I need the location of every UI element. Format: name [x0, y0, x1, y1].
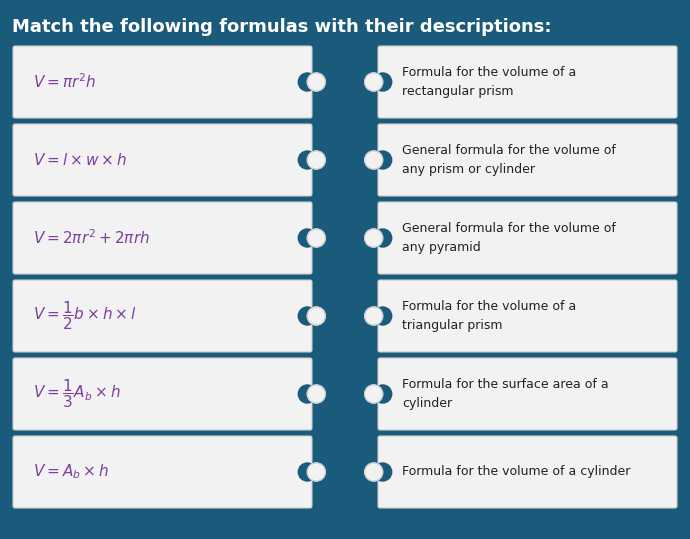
- Circle shape: [298, 463, 316, 481]
- Circle shape: [298, 307, 316, 325]
- Text: General formula for the volume of
any prism or cylinder: General formula for the volume of any pr…: [402, 144, 616, 176]
- FancyBboxPatch shape: [13, 280, 312, 352]
- Circle shape: [374, 73, 392, 91]
- Circle shape: [307, 307, 325, 325]
- FancyBboxPatch shape: [13, 202, 312, 274]
- Text: $V = \pi r^2 h$: $V = \pi r^2 h$: [33, 73, 97, 91]
- Circle shape: [365, 73, 383, 91]
- FancyBboxPatch shape: [378, 124, 677, 196]
- Circle shape: [374, 307, 392, 325]
- Circle shape: [298, 73, 316, 91]
- FancyBboxPatch shape: [378, 46, 677, 118]
- Text: $V = l \times w \times h$: $V = l \times w \times h$: [33, 152, 127, 168]
- Circle shape: [374, 463, 392, 481]
- FancyBboxPatch shape: [378, 202, 677, 274]
- FancyBboxPatch shape: [378, 358, 677, 430]
- Text: General formula for the volume of
any pyramid: General formula for the volume of any py…: [402, 223, 616, 253]
- Text: Formula for the surface area of a
cylinder: Formula for the surface area of a cylind…: [402, 378, 609, 410]
- Circle shape: [298, 151, 316, 169]
- Text: $V = \dfrac{1}{3} A_b \times h$: $V = \dfrac{1}{3} A_b \times h$: [33, 378, 121, 410]
- FancyBboxPatch shape: [13, 436, 312, 508]
- Text: Formula for the volume of a
triangular prism: Formula for the volume of a triangular p…: [402, 301, 576, 331]
- Circle shape: [365, 463, 383, 481]
- Circle shape: [307, 385, 325, 403]
- Circle shape: [298, 385, 316, 403]
- FancyBboxPatch shape: [378, 436, 677, 508]
- FancyBboxPatch shape: [13, 46, 312, 118]
- Circle shape: [374, 151, 392, 169]
- Text: $V = \dfrac{1}{2} b \times h \times l$: $V = \dfrac{1}{2} b \times h \times l$: [33, 300, 137, 333]
- Circle shape: [365, 229, 383, 247]
- Circle shape: [365, 307, 383, 325]
- FancyBboxPatch shape: [13, 358, 312, 430]
- Text: Formula for the volume of a
rectangular prism: Formula for the volume of a rectangular …: [402, 66, 576, 98]
- Circle shape: [307, 73, 325, 91]
- Text: Formula for the volume of a cylinder: Formula for the volume of a cylinder: [402, 466, 631, 479]
- Circle shape: [307, 463, 325, 481]
- FancyBboxPatch shape: [13, 124, 312, 196]
- Circle shape: [374, 385, 392, 403]
- Text: $V = A_b \times h$: $V = A_b \times h$: [33, 462, 109, 481]
- FancyBboxPatch shape: [378, 280, 677, 352]
- Text: $V = 2\pi r^2 + 2\pi rh$: $V = 2\pi r^2 + 2\pi rh$: [33, 229, 150, 247]
- Circle shape: [365, 385, 383, 403]
- Circle shape: [307, 151, 325, 169]
- Circle shape: [298, 229, 316, 247]
- Circle shape: [374, 229, 392, 247]
- Circle shape: [365, 151, 383, 169]
- Circle shape: [307, 229, 325, 247]
- Text: Match the following formulas with their descriptions:: Match the following formulas with their …: [12, 18, 551, 36]
